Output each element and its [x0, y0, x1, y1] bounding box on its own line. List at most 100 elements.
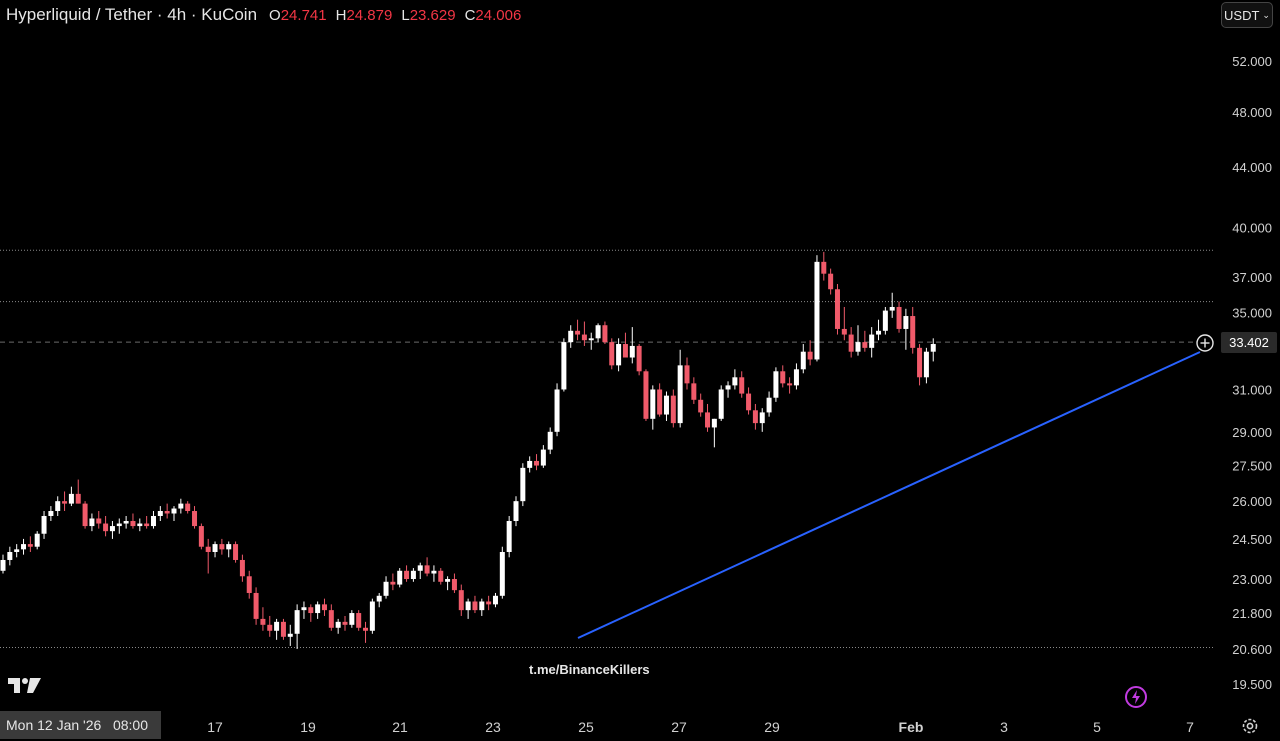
- candle-body: [472, 601, 478, 611]
- low-label: L: [401, 7, 410, 24]
- candle-body: [547, 431, 553, 450]
- candle-body: [595, 325, 601, 339]
- candle-body: [554, 389, 560, 432]
- candle-body: [157, 511, 163, 516]
- candle-body: [575, 330, 581, 335]
- price-tick: 23.000: [1232, 572, 1272, 587]
- close-value: 24.006: [475, 7, 522, 24]
- candle-body: [657, 389, 663, 415]
- candle-body: [349, 613, 355, 625]
- symbol-title[interactable]: Hyperliquid / Tether · 4h · KuCoin: [6, 5, 258, 24]
- candle-body: [335, 621, 341, 628]
- candle-body: [609, 342, 615, 366]
- symbol-legend: Hyperliquid / Tether · 4h · KuCoin O 24.7…: [6, 5, 528, 25]
- candle-body: [616, 344, 622, 366]
- add-alert-plus-icon[interactable]: [1195, 333, 1215, 358]
- candle-body: [376, 595, 382, 602]
- date-tick: 25: [578, 719, 594, 735]
- date-tick: 7: [1186, 719, 1194, 735]
- candle-body: [55, 501, 61, 512]
- lightning-bolt-icon[interactable]: [1124, 685, 1148, 714]
- date-tick: 23: [485, 719, 501, 735]
- candle-body: [451, 579, 457, 591]
- open-label: O: [269, 7, 281, 24]
- candle-body: [684, 365, 690, 384]
- candle-body: [821, 261, 827, 274]
- candle-body: [424, 565, 430, 574]
- price-tick: 20.600: [1232, 642, 1272, 657]
- candle-body: [178, 503, 184, 509]
- candle-body: [116, 523, 122, 527]
- candle-body: [568, 330, 574, 343]
- date-tick: 17: [207, 719, 223, 735]
- candle-body: [718, 389, 724, 419]
- candle-body: [746, 393, 752, 411]
- candle-body: [397, 570, 403, 585]
- time-axis[interactable]: 17 19 21 23 25 27 29 Feb 3 5 7: [207, 719, 1194, 735]
- close-label: C: [464, 7, 476, 24]
- candle-body: [14, 549, 20, 552]
- date-tick: 19: [300, 719, 316, 735]
- candle-body: [711, 418, 717, 428]
- price-tick: 40.000: [1232, 221, 1272, 236]
- price-tick: 44.000: [1232, 160, 1272, 175]
- candle-body: [766, 397, 772, 413]
- candle-body: [7, 551, 13, 560]
- currency-select[interactable]: USDT ⌄: [1221, 2, 1273, 28]
- high-label: H: [335, 7, 347, 24]
- price-tick: 19.500: [1232, 677, 1272, 692]
- price-tick: 26.000: [1232, 494, 1272, 509]
- candle-body: [438, 570, 444, 582]
- candle-body: [828, 273, 834, 290]
- candle-body: [800, 351, 806, 370]
- candle-body: [260, 618, 266, 625]
- candle-body: [280, 621, 286, 637]
- candle-body: [287, 633, 293, 637]
- candle-body: [356, 613, 362, 628]
- current-price-label: 33.402: [1221, 332, 1277, 353]
- candle-body: [253, 592, 259, 619]
- gear-icon[interactable]: [1240, 716, 1260, 741]
- candle-body: [246, 576, 252, 593]
- candle-body: [219, 544, 225, 550]
- candle-body: [342, 621, 348, 625]
- candle-body: [759, 412, 765, 424]
- price-tick: 52.000: [1232, 54, 1272, 69]
- price-tick: 21.800: [1232, 606, 1272, 621]
- candle-body: [629, 345, 635, 358]
- candle-body: [650, 389, 656, 419]
- candle-body: [301, 607, 307, 611]
- horizontal-levels: [0, 249, 1215, 648]
- candle-body: [0, 559, 6, 571]
- candle-body: [492, 595, 498, 605]
- support-trendline[interactable]: [577, 351, 1201, 639]
- candle-body: [773, 371, 779, 398]
- candle-body: [212, 544, 218, 552]
- candle-body: [465, 601, 471, 611]
- candle-body: [48, 511, 54, 516]
- open-value: 24.741: [280, 7, 327, 24]
- candle-body: [390, 581, 396, 585]
- candle-body: [308, 607, 314, 614]
- price-tick: 37.000: [1232, 270, 1272, 285]
- candle-body: [602, 325, 608, 343]
- currency-label: USDT: [1224, 7, 1260, 23]
- candle-body: [417, 565, 423, 571]
- candle-body: [917, 347, 923, 378]
- candle-body: [486, 601, 492, 605]
- candle-body: [21, 544, 27, 550]
- candle-body: [62, 501, 68, 504]
- date-tick: 5: [1093, 719, 1101, 735]
- candle-body: [431, 570, 437, 574]
- chevron-down-icon: ⌄: [1262, 9, 1270, 20]
- price-tick: 48.000: [1232, 105, 1272, 120]
- tradingview-logo-icon[interactable]: [8, 676, 42, 701]
- price-tick: 31.000: [1232, 382, 1272, 397]
- candle-body: [534, 460, 540, 466]
- candle-body: [34, 533, 40, 547]
- price-axis[interactable]: 52.000 48.000 44.000 40.000 37.000 35.000 31.0…: [1232, 54, 1272, 692]
- date-tick: 29: [764, 719, 780, 735]
- price-tick: 24.500: [1232, 532, 1272, 547]
- trendline[interactable]: [577, 351, 1201, 639]
